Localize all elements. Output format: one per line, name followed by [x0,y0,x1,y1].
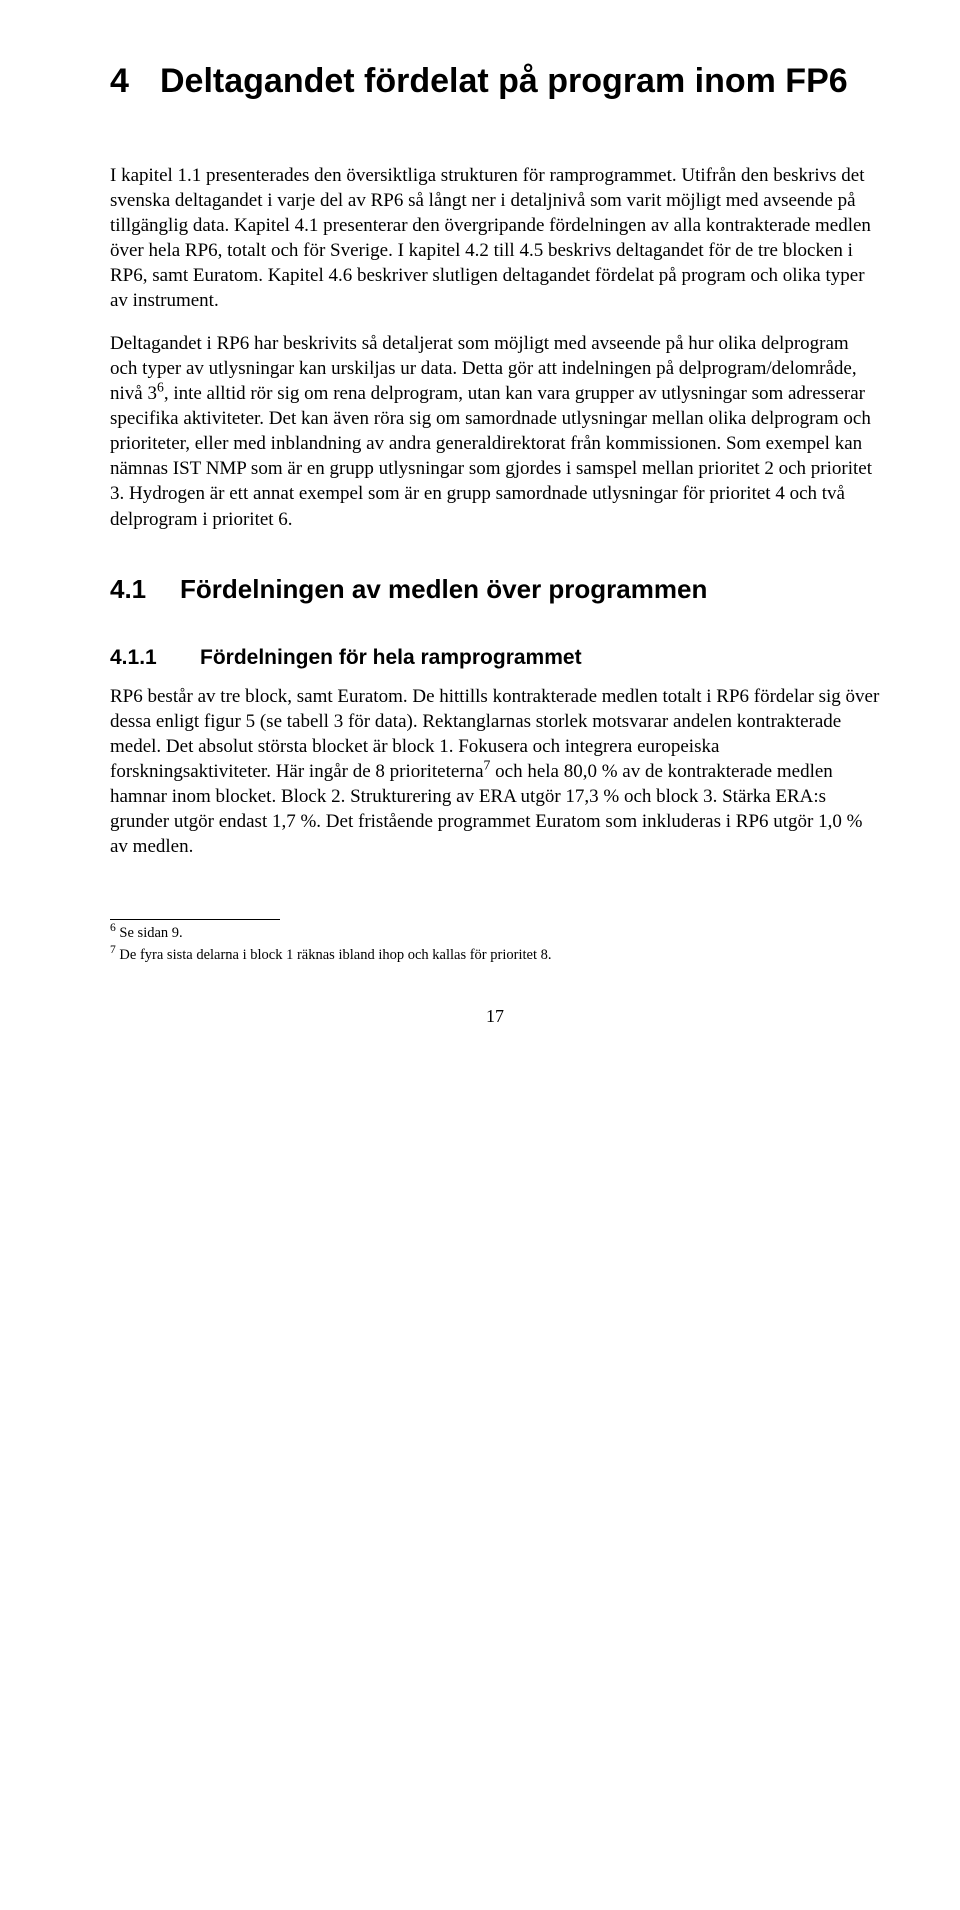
chapter-title: Deltagandet fördelat på program inom FP6 [160,60,848,103]
subsection-heading: 4.1.1 Fördelningen för hela ramprogramme… [110,644,880,672]
chapter-number: 4 [110,60,160,103]
paragraph-text: , inte alltid rör sig om rena delprogram… [110,383,872,529]
subsection-title: Fördelningen för hela ramprogrammet [200,644,582,672]
page-number: 17 [110,1005,880,1029]
section-heading: 4.1 Fördelningen av medlen över programm… [110,572,880,606]
section-title: Fördelningen av medlen över programmen [180,572,707,606]
footnote-separator [110,919,280,920]
paragraph: RP6 består av tre block, samt Euratom. D… [110,684,880,860]
paragraph: I kapitel 1.1 presenterades den översikt… [110,163,880,313]
footnote: 7 De fyra sista delarna i block 1 räknas… [110,946,880,966]
footnote-ref: 6 [157,380,164,395]
paragraph: Deltagandet i RP6 har beskrivits så deta… [110,331,880,532]
chapter-heading: 4 Deltagandet fördelat på program inom F… [110,60,880,103]
section-number: 4.1 [110,572,180,606]
footnote: 6 Se sidan 9. [110,924,880,944]
subsection-number: 4.1.1 [110,644,200,672]
footnote-text: De fyra sista delarna i block 1 räknas i… [116,947,552,963]
footnote-text: Se sidan 9. [116,925,183,941]
